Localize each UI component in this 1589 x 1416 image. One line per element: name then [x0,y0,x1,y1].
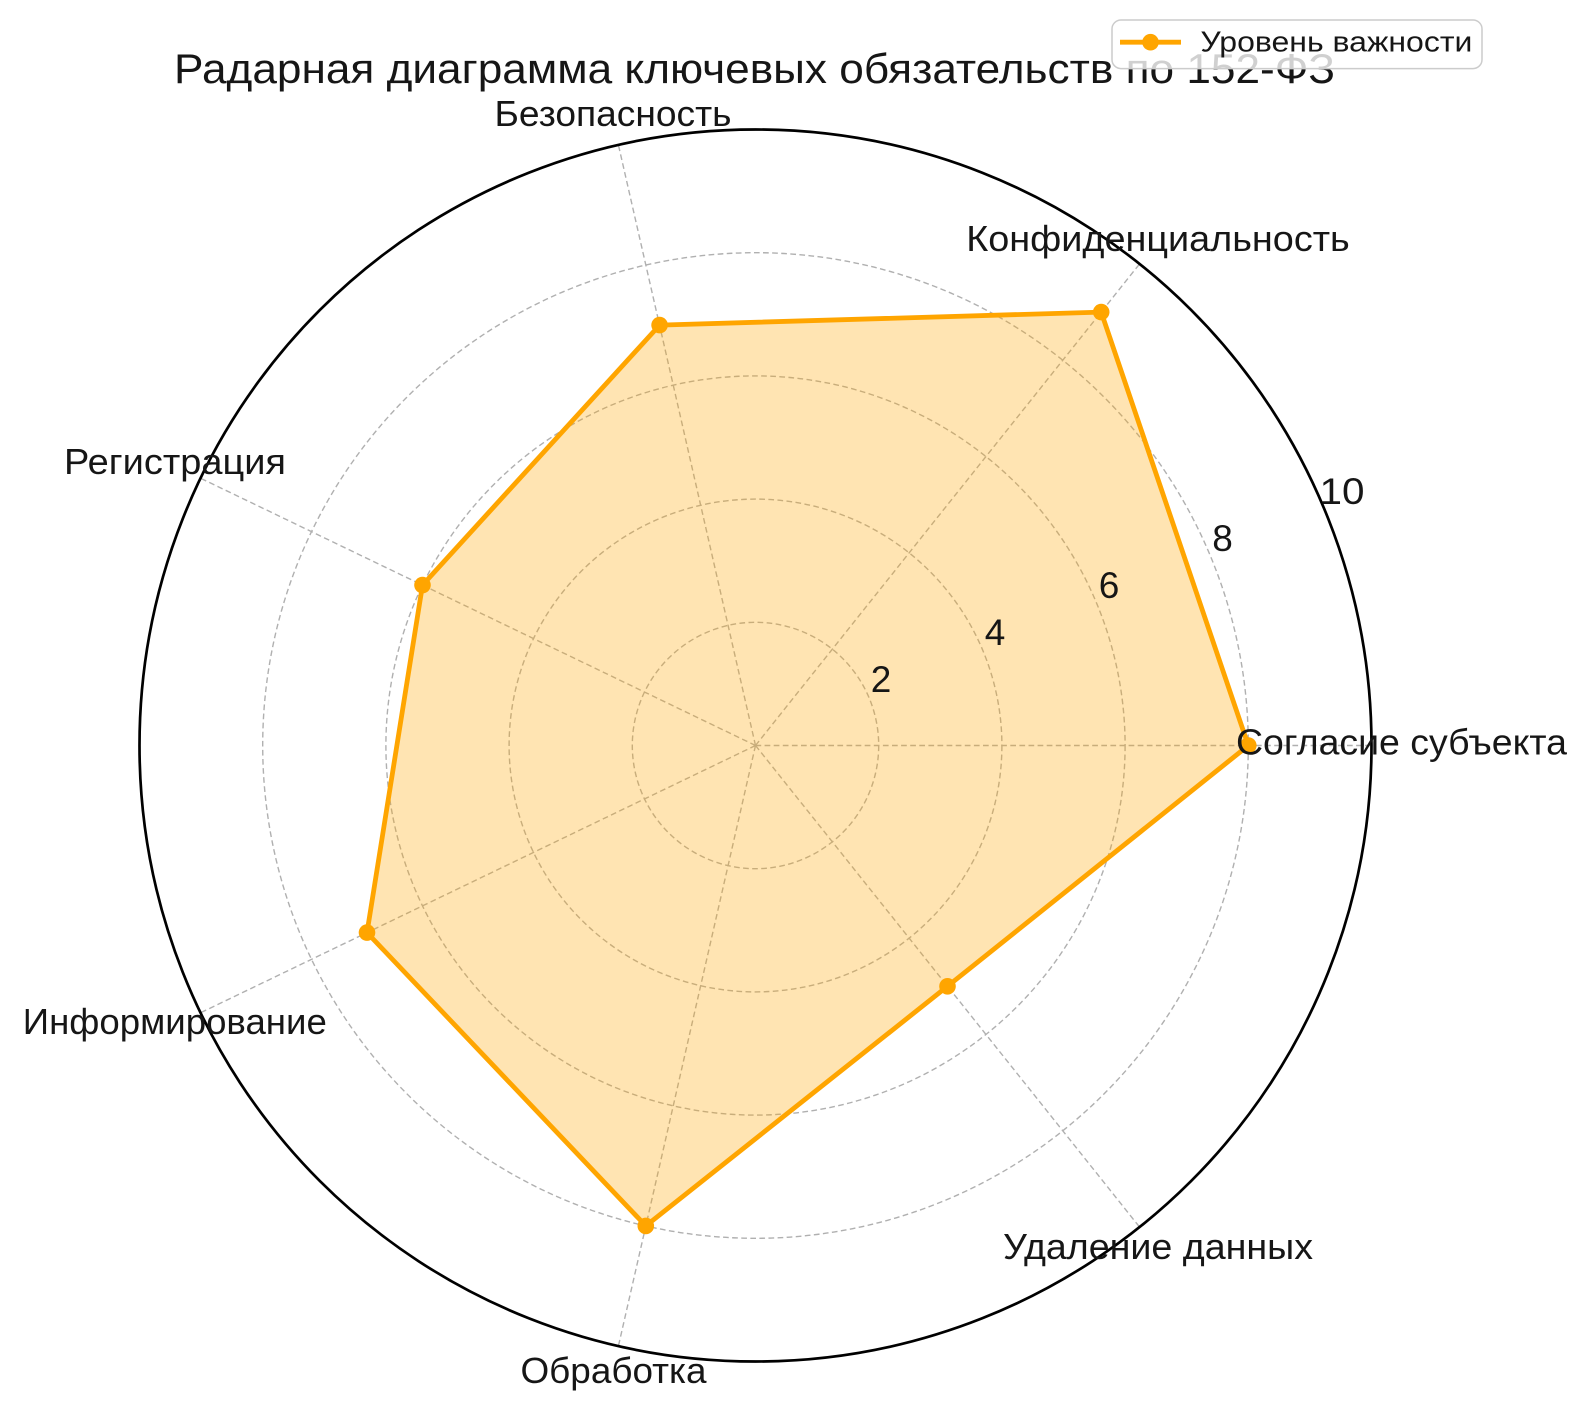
svg-text:Регистрация: Регистрация [64,441,286,482]
svg-text:Безопасность: Безопасность [495,93,732,134]
svg-text:6: 6 [1099,565,1120,606]
svg-text:Удаление данных: Удаление данных [1003,1226,1313,1267]
svg-text:Уровень важности: Уровень важности [1200,26,1472,58]
svg-text:Обработка: Обработка [521,1350,708,1391]
svg-text:Конфиденциальность: Конфиденциальность [966,218,1350,259]
svg-text:Согласие субъекта: Согласие субъекта [1236,721,1568,762]
svg-text:10: 10 [1320,471,1365,512]
svg-text:8: 8 [1212,518,1233,559]
svg-text:4: 4 [985,612,1006,653]
svg-text:Информирование: Информирование [23,1001,327,1042]
svg-text:2: 2 [871,659,892,700]
